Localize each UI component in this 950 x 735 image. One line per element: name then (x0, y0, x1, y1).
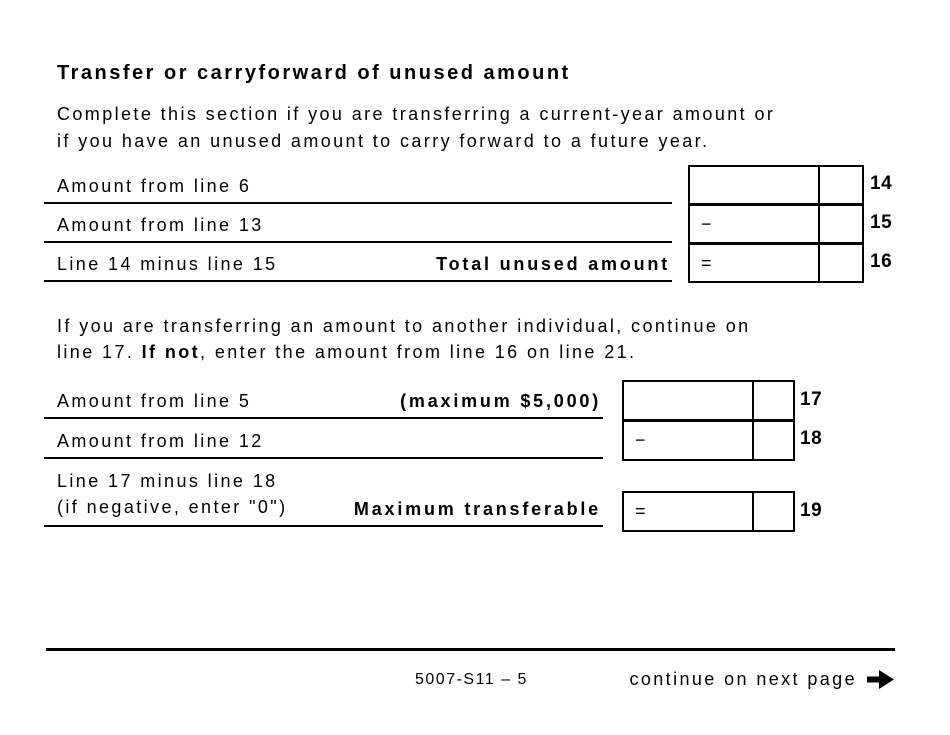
row-line-16: Line 14 minus line 15 Total unused amoun… (44, 243, 672, 282)
row-line-17: Amount from line 5 (maximum $5,000) (44, 381, 603, 419)
total-unused-amount-label: Total unused amount (436, 254, 670, 274)
amount-row-17 (624, 382, 793, 419)
row-line-19-label: Line 17 minus line 18 (if negative, ente… (57, 468, 287, 520)
transfer-note: If you are transferring an amount to ano… (57, 313, 751, 365)
row-line-16-label: Line 14 minus line 15 (57, 254, 278, 274)
amount-field-line-16-cents[interactable] (818, 245, 862, 281)
equals-operator: = (701, 252, 713, 273)
continue-label: continue on next page (629, 669, 857, 689)
amount-row-19: = (624, 493, 793, 530)
line-number-14: 14 (870, 173, 893, 194)
amount-field-line-15-dollars[interactable]: − (690, 206, 818, 242)
arrow-right-icon (867, 670, 894, 689)
amount-row-18: − (624, 419, 793, 459)
transfer-note-line-1: If you are transferring an amount to ano… (57, 316, 751, 336)
amount-row-16: = (690, 242, 862, 281)
footer-divider (46, 648, 895, 651)
minus-operator: − (635, 430, 647, 450)
amount-field-line-16-dollars[interactable]: = (690, 245, 818, 281)
maximum-5000-label: (maximum $5,000) (400, 391, 601, 411)
amount-row-14 (690, 167, 862, 203)
amount-field-line-14-cents[interactable] (818, 167, 862, 203)
intro-text: Complete this section if you are transfe… (57, 101, 775, 155)
row-line-18: Amount from line 12 (44, 419, 603, 459)
maximum-transferable-box: = (622, 491, 795, 532)
transfer-amount-box: − (622, 380, 795, 461)
amount-field-line-14-dollars[interactable] (690, 167, 818, 203)
amount-field-line-18-dollars[interactable]: − (624, 422, 752, 459)
amount-field-line-17-dollars[interactable] (624, 382, 752, 419)
line-number-16: 16 (870, 251, 893, 272)
row-line-15: Amount from line 13 (44, 204, 672, 243)
transfer-note-line-2: line 17. If not, enter the amount from l… (57, 339, 751, 365)
equals-operator: = (635, 501, 647, 521)
row-line-15-label: Amount from line 13 (57, 215, 264, 235)
amount-field-line-17-cents[interactable] (752, 382, 793, 419)
row-line-19-label-line1: Line 17 minus line 18 (57, 471, 278, 491)
row-line-19-label-line2: (if negative, enter "0") (57, 497, 288, 517)
unused-amount-box: − = (688, 165, 864, 283)
amount-field-line-19-cents[interactable] (752, 493, 793, 530)
section-title: Transfer or carryforward of unused amoun… (57, 62, 571, 84)
line-number-19: 19 (800, 500, 823, 521)
line-number-18: 18 (800, 428, 823, 449)
row-line-18-label: Amount from line 12 (57, 431, 264, 451)
row-line-19: Line 17 minus line 18 (if negative, ente… (44, 465, 603, 527)
row-line-14: Amount from line 6 (44, 166, 672, 204)
continue-on-next-page: continue on next page (629, 668, 895, 691)
intro-line-2: if you have an unused amount to carry fo… (57, 131, 710, 151)
minus-operator: − (701, 213, 713, 234)
if-not-emphasis: If not (141, 342, 201, 362)
maximum-transferable-label: Maximum transferable (353, 499, 601, 519)
amount-field-line-18-cents[interactable] (752, 422, 793, 459)
line-number-17: 17 (800, 389, 823, 410)
note-line2-post: , enter the amount from line 16 on line … (200, 342, 637, 362)
amount-field-line-15-cents[interactable] (818, 206, 862, 242)
row-line-17-label: Amount from line 5 (57, 391, 252, 411)
row-line-14-label: Amount from line 6 (57, 176, 252, 196)
form-code: 5007-S11 – 5 (415, 671, 528, 688)
intro-line-1: Complete this section if you are transfe… (57, 104, 776, 124)
amount-field-line-19-dollars[interactable]: = (624, 493, 752, 530)
amount-row-15: − (690, 203, 862, 242)
note-line2-pre: line 17. (57, 342, 142, 362)
line-number-15: 15 (870, 212, 893, 233)
